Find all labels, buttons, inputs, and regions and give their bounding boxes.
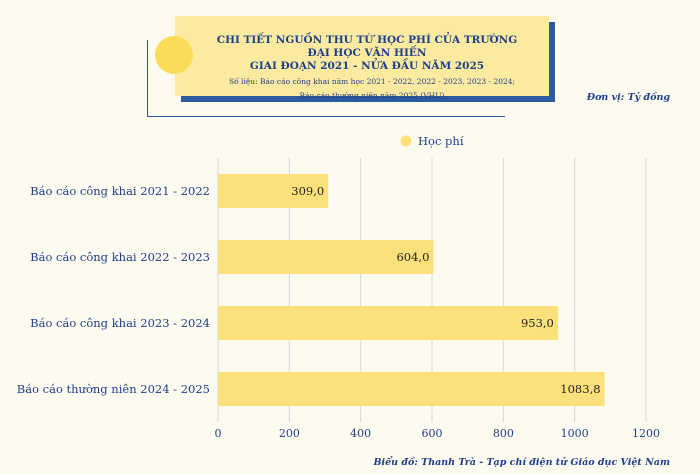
bar-value-label: 953,0 (521, 316, 554, 330)
bar-value-label: 309,0 (291, 184, 324, 198)
category-label: Báo cáo thường niên 2024 - 2025 (17, 382, 210, 396)
category-label: Báo cáo công khai 2023 - 2024 (30, 316, 210, 330)
source-line1: Số liệu: Báo cáo công khai năm học 2021 … (228, 77, 516, 86)
category-label: Báo cáo công khai 2022 - 2023 (30, 250, 210, 264)
bar (218, 240, 434, 274)
x-tick-label: 1200 (632, 427, 660, 440)
bar-value-label: 1083,8 (560, 382, 600, 396)
footer-credit: Biểu đồ: Thanh Trà - Tạp chí điện tử Giá… (373, 457, 670, 468)
bar (218, 372, 605, 406)
bar (218, 174, 329, 208)
title-frame-outline (147, 40, 505, 117)
x-tick-label: 200 (279, 427, 300, 440)
legend-swatch (400, 135, 412, 147)
x-tick-label: 0 (215, 427, 222, 440)
bar-value-label: 604,0 (396, 250, 429, 264)
title-card: CHI TIẾT NGUỒN THU TỪ HỌC PHÍ CỦA TRƯỜNG… (175, 16, 549, 100)
bar (218, 306, 558, 340)
chart-title-line2: GIAI ĐOẠN 2021 - NỬA ĐẦU NĂM 2025 (249, 60, 485, 72)
unit-label: Đơn vị: Tỷ đồng (586, 92, 670, 103)
chart-title-line1: CHI TIẾT NGUỒN THU TỪ HỌC PHÍ CỦA TRƯỜNG… (216, 34, 518, 59)
x-tick-label: 800 (493, 427, 514, 440)
source-line2: Báo cáo thường niên năm 2025 (VHU) (299, 91, 445, 100)
x-tick-label: 400 (350, 427, 371, 440)
title-circle-decoration (155, 36, 193, 74)
legend-label: Học phí (418, 134, 464, 148)
x-tick-label: 600 (422, 427, 443, 440)
x-tick-label: 1000 (561, 427, 589, 440)
category-label: Báo cáo công khai 2021 - 2022 (30, 184, 210, 198)
